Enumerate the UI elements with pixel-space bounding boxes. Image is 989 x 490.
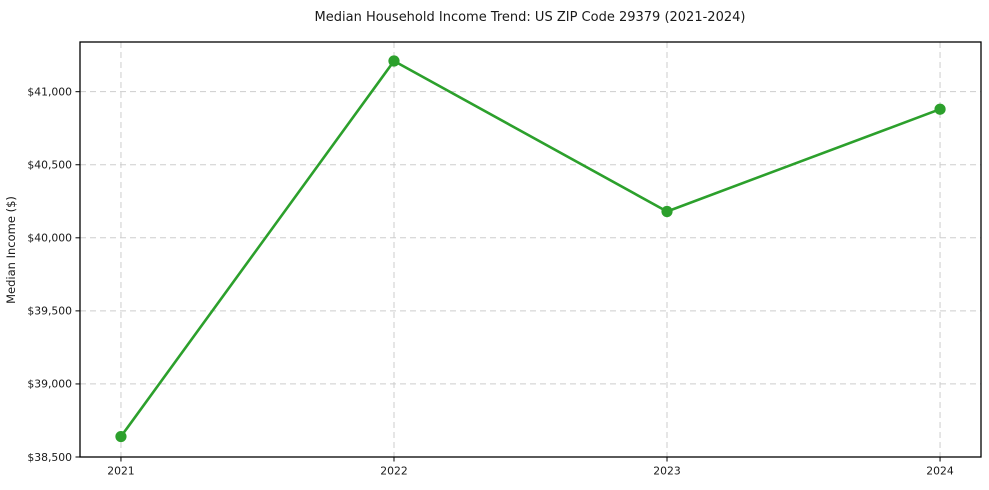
y-tick-label: $40,000 [27, 232, 72, 245]
y-tick-label: $38,500 [27, 451, 72, 464]
x-tick-label: 2022 [380, 465, 407, 478]
x-tick-label: 2021 [107, 465, 134, 478]
series-layer [115, 55, 946, 443]
chart-title: Median Household Income Trend: US ZIP Co… [315, 10, 746, 25]
data-point-marker [934, 103, 946, 115]
data-point-marker [388, 55, 400, 67]
x-tick-label: 2023 [653, 465, 680, 478]
y-tick-label: $39,500 [27, 305, 72, 318]
y-axis-label: Median Income ($) [4, 196, 18, 304]
plot-border [79, 41, 982, 458]
y-tick-label: $41,000 [27, 85, 72, 98]
y-tick-label: $39,000 [27, 378, 72, 391]
trend-line [119, 59, 942, 438]
x-tick-label: 2024 [926, 465, 954, 478]
data-point-marker [661, 205, 673, 218]
y-tick-label: $40,500 [27, 159, 72, 172]
tick-layer: $38,500 $39,000 $39,500 $40,000 $40,500 $41,0… [27, 85, 954, 477]
grid-layer [80, 42, 981, 458]
data-point-marker [115, 430, 127, 443]
